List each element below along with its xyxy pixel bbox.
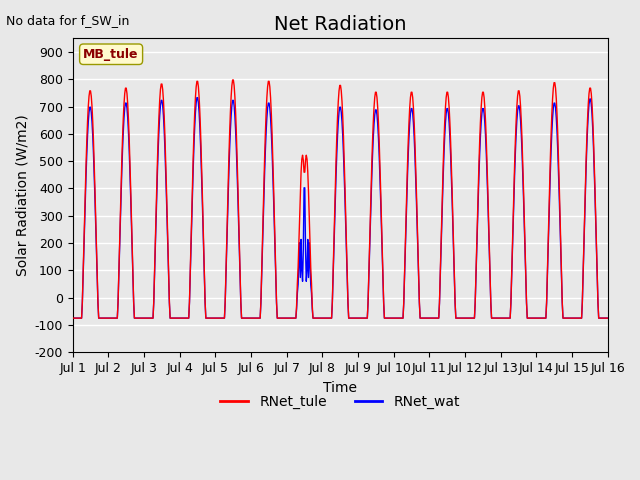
Legend: RNet_tule, RNet_wat: RNet_tule, RNet_wat: [215, 389, 465, 414]
Title: Net Radiation: Net Radiation: [274, 15, 406, 34]
Text: No data for f_SW_in: No data for f_SW_in: [6, 14, 130, 27]
Text: MB_tule: MB_tule: [83, 48, 139, 61]
Y-axis label: Solar Radiation (W/m2): Solar Radiation (W/m2): [15, 114, 29, 276]
X-axis label: Time: Time: [323, 381, 357, 395]
